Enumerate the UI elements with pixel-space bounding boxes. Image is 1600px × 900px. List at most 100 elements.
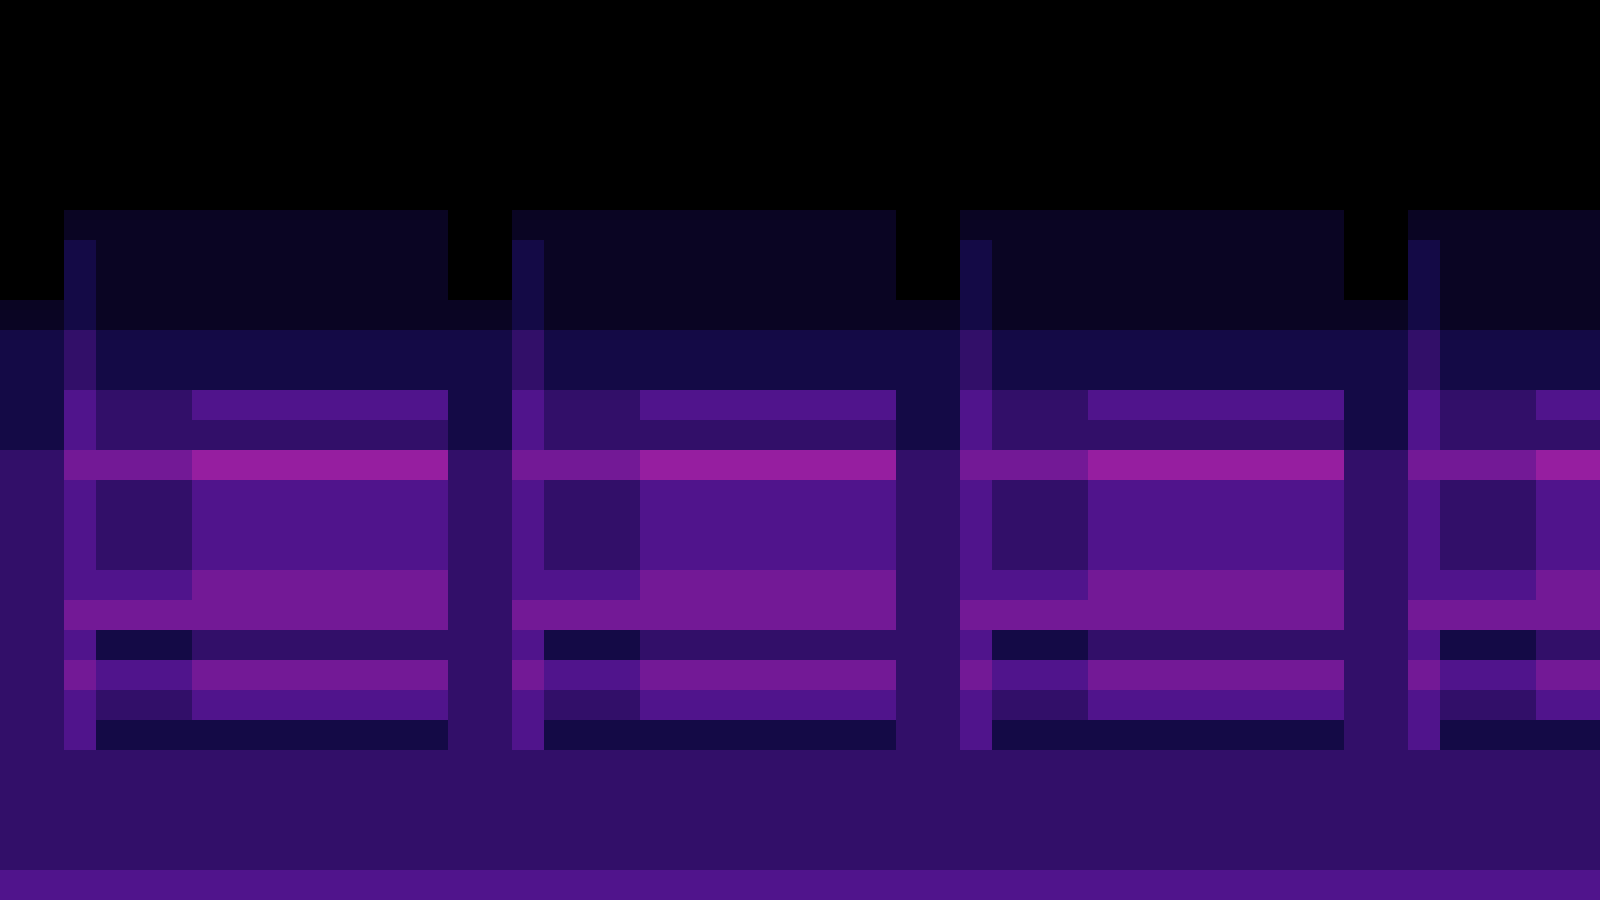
heatmap-cell [1504, 120, 1537, 151]
heatmap-cell [1344, 840, 1377, 871]
heatmap-cell [224, 840, 257, 871]
heatmap-cell [576, 780, 609, 811]
heatmap-cell [1120, 90, 1153, 121]
heatmap-cell [704, 810, 737, 841]
heatmap-cell [768, 870, 801, 900]
heatmap-cell [800, 360, 833, 391]
heatmap-cell [672, 240, 705, 271]
heatmap-cell [576, 150, 609, 181]
heatmap-cell [960, 420, 993, 451]
heatmap-cell [704, 270, 737, 301]
heatmap-cell [896, 300, 929, 331]
heatmap-cell [1472, 750, 1505, 781]
heatmap-cell [128, 0, 161, 31]
heatmap-cell [1504, 60, 1537, 91]
heatmap-cell [1440, 390, 1473, 421]
heatmap-cell [736, 300, 769, 331]
heatmap-cell [1536, 840, 1569, 871]
heatmap-cell [864, 750, 897, 781]
heatmap-cell [896, 390, 929, 421]
heatmap-cell [320, 390, 353, 421]
heatmap-cell [448, 330, 481, 361]
heatmap-cell [896, 810, 929, 841]
heatmap-cell [608, 750, 641, 781]
heatmap-cell [992, 330, 1025, 361]
heatmap-cell [1088, 30, 1121, 61]
heatmap-cell [672, 60, 705, 91]
heatmap-cell [640, 870, 673, 900]
heatmap-cell [960, 750, 993, 781]
heatmap-cell [192, 630, 225, 661]
heatmap-cell [160, 630, 193, 661]
heatmap-cell [32, 450, 65, 481]
heatmap-cell [640, 420, 673, 451]
heatmap-cell [0, 30, 33, 61]
heatmap-cell [768, 150, 801, 181]
heatmap-cell [1024, 720, 1057, 751]
heatmap-cell [1088, 810, 1121, 841]
heatmap-cell [1088, 870, 1121, 900]
heatmap-cell [1024, 300, 1057, 331]
cells [0, 0, 1600, 900]
heatmap-cell [256, 120, 289, 151]
heatmap-cell [1504, 720, 1537, 751]
heatmap-cell [32, 300, 65, 331]
heatmap-cell [832, 780, 865, 811]
heatmap-cell [1376, 330, 1409, 361]
heatmap-cell [1536, 600, 1569, 631]
heatmap-cell [1408, 660, 1441, 691]
heatmap-cell [992, 510, 1025, 541]
heatmap-cell [512, 60, 545, 91]
heatmap-cell [1248, 810, 1281, 841]
heatmap-cell [1504, 0, 1537, 31]
heatmap-cell [1472, 330, 1505, 361]
heatmap-cell [1152, 450, 1185, 481]
heatmap-cell [544, 270, 577, 301]
heatmap-cell [1344, 750, 1377, 781]
heatmap-cell [1184, 300, 1217, 331]
heatmap-cell [544, 390, 577, 421]
heatmap-cell [480, 270, 513, 301]
heatmap-cell [768, 780, 801, 811]
heatmap-cell [1120, 870, 1153, 900]
heatmap-cell [0, 810, 33, 841]
heatmap-cell [1120, 510, 1153, 541]
heatmap-cell [320, 780, 353, 811]
heatmap-cell [1408, 0, 1441, 31]
heatmap-cell [1344, 450, 1377, 481]
heatmap-cell [1312, 180, 1345, 211]
heatmap-cell [544, 720, 577, 751]
heatmap-cell [1408, 90, 1441, 121]
heatmap-cell [992, 660, 1025, 691]
heatmap-cell [64, 300, 97, 331]
heatmap-cell [1536, 480, 1569, 511]
heatmap-cell [1056, 660, 1089, 691]
heatmap-cell [864, 360, 897, 391]
heatmap-cell [736, 840, 769, 871]
heatmap-cell [1344, 360, 1377, 391]
heatmap-cell [480, 780, 513, 811]
heatmap-cell [544, 540, 577, 571]
heatmap-cell [832, 570, 865, 601]
heatmap-cell [928, 0, 961, 31]
heatmap-cell [1216, 300, 1249, 331]
heatmap-cell [896, 30, 929, 61]
heatmap-cell [1280, 720, 1313, 751]
heatmap-cell [736, 720, 769, 751]
heatmap-cell [192, 570, 225, 601]
heatmap-cell [480, 150, 513, 181]
heatmap-cell [224, 510, 257, 541]
heatmap-cell [608, 720, 641, 751]
heatmap-cell [608, 420, 641, 451]
heatmap-cell [224, 0, 257, 31]
heatmap-cell [352, 750, 385, 781]
heatmap-cell [1312, 600, 1345, 631]
heatmap-cell [192, 90, 225, 121]
heatmap-cell [736, 480, 769, 511]
heatmap-cell [640, 840, 673, 871]
heatmap-cell [960, 270, 993, 301]
heatmap-cell [1440, 0, 1473, 31]
heatmap-cell [544, 630, 577, 661]
heatmap-cell [1248, 150, 1281, 181]
heatmap-cell [1056, 240, 1089, 271]
